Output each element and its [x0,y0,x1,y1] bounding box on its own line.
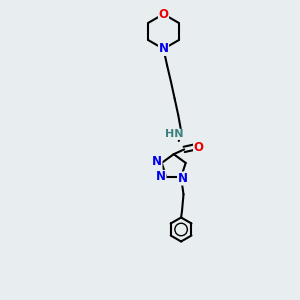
Text: O: O [194,140,204,154]
Text: N: N [152,155,162,168]
Text: N: N [158,42,169,56]
Text: N: N [178,172,188,185]
Text: HN: HN [165,129,184,140]
Text: N: N [156,170,166,184]
Text: O: O [158,8,169,21]
